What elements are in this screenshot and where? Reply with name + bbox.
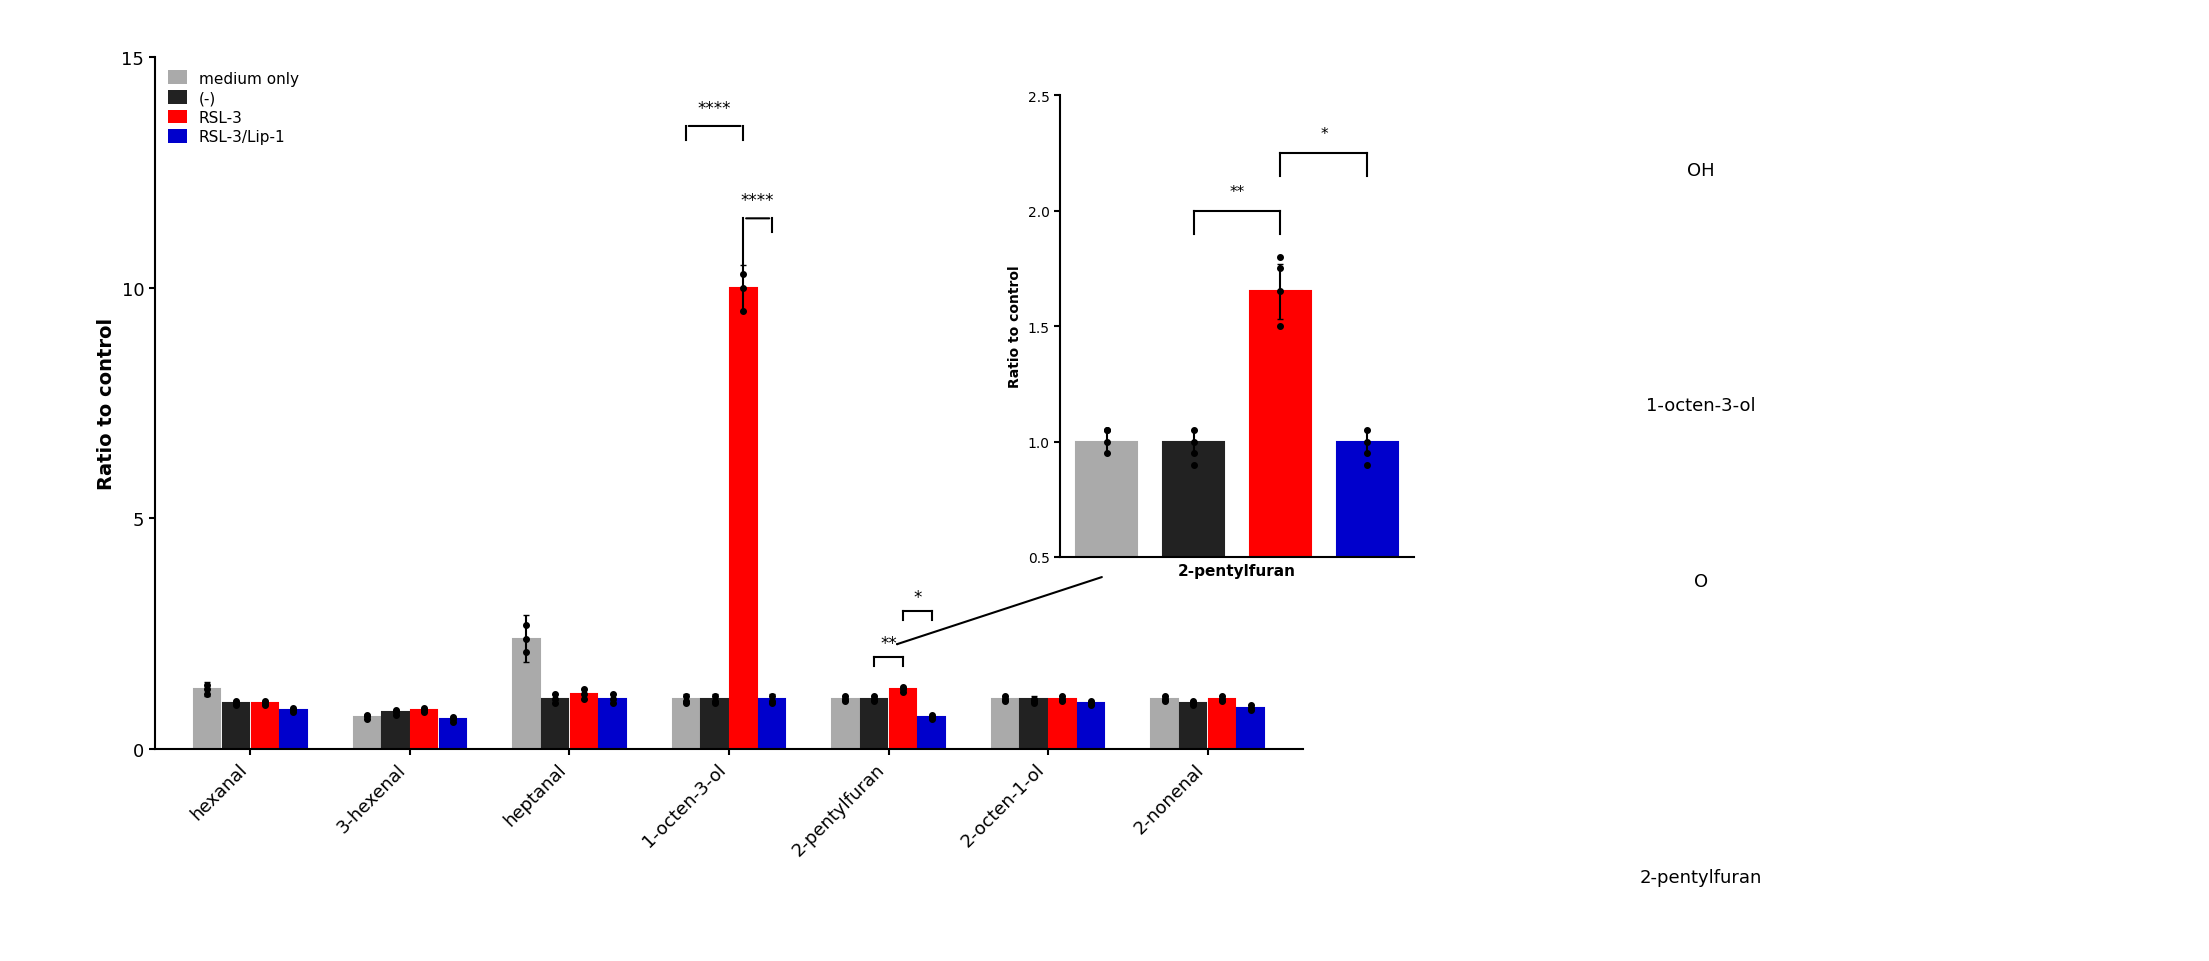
Bar [1076,442,1138,673]
Bar [1237,708,1264,750]
Bar [1336,442,1398,673]
Bar [281,710,307,750]
Bar [760,699,784,750]
Text: *: * [1321,127,1328,142]
Bar [919,717,945,750]
Bar [440,720,466,750]
Bar [1164,442,1224,673]
Bar [862,699,888,750]
Bar [252,703,278,750]
Bar [674,699,698,750]
Text: 1-octen-3-ol: 1-octen-3-ol [1646,397,1756,415]
Bar [1180,703,1206,750]
Text: ****: **** [698,100,731,117]
Bar [570,694,596,750]
Bar [541,699,568,750]
Bar [194,690,221,750]
Bar [833,699,859,750]
Bar [1151,699,1177,750]
Bar [1250,292,1310,673]
Bar [702,699,727,750]
Bar [1049,699,1076,750]
Bar [1208,699,1235,750]
Text: 2-pentylfuran: 2-pentylfuran [1639,868,1763,886]
Bar [599,699,625,750]
Text: *: * [912,588,921,606]
Bar [382,713,409,750]
Y-axis label: Ratio to control: Ratio to control [1007,265,1023,388]
Bar [1021,699,1047,750]
Bar [1078,703,1104,750]
Text: O: O [1694,572,1708,590]
Bar [992,699,1018,750]
Text: OH: OH [1688,161,1714,180]
Bar [223,703,250,750]
X-axis label: 2-pentylfuran: 2-pentylfuran [1177,563,1297,578]
Bar [411,710,437,750]
Text: ****: **** [740,192,775,209]
Bar [512,639,539,750]
Legend: medium only, (-), RSL-3, RSL-3/Lip-1: medium only, (-), RSL-3, RSL-3/Lip-1 [161,65,305,152]
Text: **: ** [1230,185,1244,200]
Bar [890,690,917,750]
Bar [731,288,755,750]
Y-axis label: Ratio to control: Ratio to control [97,318,115,489]
Bar [353,717,380,750]
Text: **: ** [879,634,897,653]
